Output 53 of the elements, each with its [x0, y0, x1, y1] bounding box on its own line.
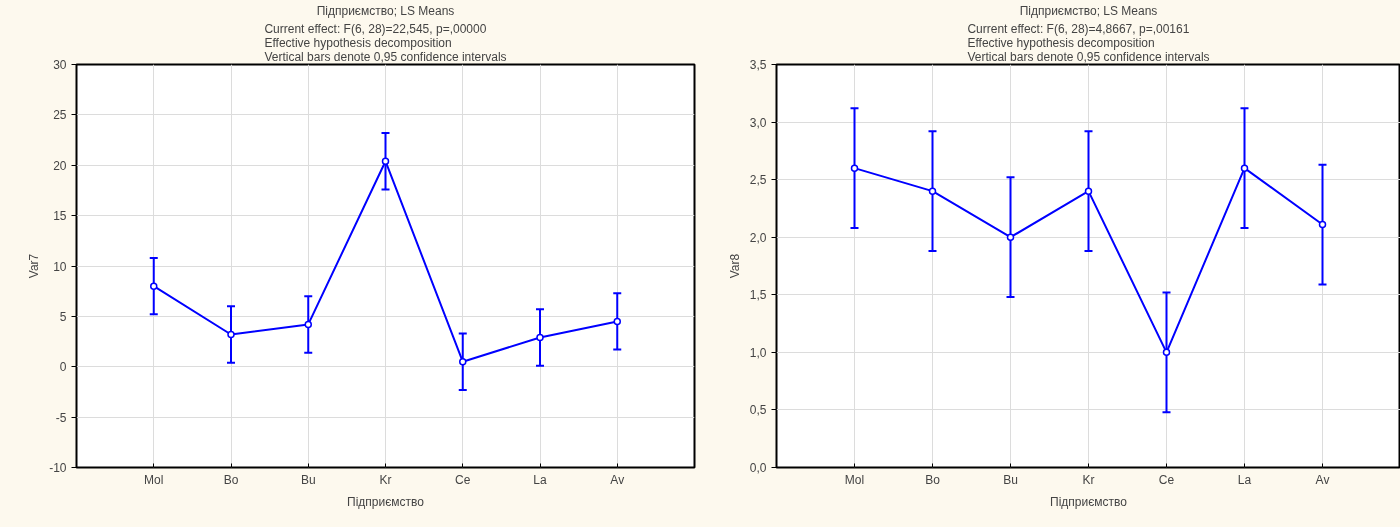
y-tick-label: 20 [53, 158, 67, 173]
x-tick-label: Kr [1082, 472, 1095, 487]
point [1318, 220, 1327, 229]
x-tick-label: Ce [455, 472, 471, 487]
chart-subtitle: Current effect: F(6, 28)=4,8667, p=,00161 Effective hypothesis decomposition Vertical bars denote 0,95 confidence intervals [967, 21, 1210, 64]
point [381, 157, 390, 165]
point [1162, 348, 1171, 357]
y-tick-label: 15 [53, 209, 67, 224]
x-tick-label: Bo [925, 472, 941, 487]
x-axis-title: Підприємство [347, 494, 425, 509]
y-tick-label: 1,5 [749, 288, 767, 303]
point [1006, 233, 1015, 241]
x-tick-label: Bu [1003, 472, 1018, 487]
y-tick-label: 2,0 [749, 230, 767, 245]
x-tick-label: Kr [379, 472, 392, 487]
point [150, 282, 158, 290]
x-tick-label: Bu [300, 472, 316, 487]
x-tick-label: Mol [844, 472, 865, 487]
x-tick-label: Mol [144, 472, 164, 487]
y-tick-label: -10 [49, 461, 67, 475]
y-tick-label: 3,0 [749, 115, 767, 130]
y-tick-label: 1,0 [749, 345, 767, 360]
y-tick-label: 0,5 [749, 403, 767, 418]
y-tick-label: 2,5 [749, 173, 767, 188]
x-tick-label: Av [610, 472, 625, 487]
y-tick-label: 5 [59, 309, 67, 324]
chart-subtitle: Current effect: F(6, 28)=22,545, p=,00000 Effective hypothesis decomposition Vertical bars denote 0,95 confidence intervals [264, 21, 507, 64]
x-axis-title: Підприємство [1050, 494, 1128, 509]
y-tick-label: 0,0 [749, 461, 767, 475]
chart-title: Підприємство; LS Means [316, 3, 455, 18]
y-tick-label: 10 [53, 259, 67, 274]
y-tick-label: 0 [59, 360, 67, 375]
point [928, 187, 937, 195]
chart-title: Підприємство; LS Means [1019, 3, 1158, 18]
point [1240, 164, 1249, 172]
x-tick-label: Av [1315, 472, 1330, 487]
x-tick-label: La [533, 472, 547, 487]
x-tick-label: Ce [1158, 472, 1175, 487]
y-tick-label: 3,5 [749, 58, 767, 72]
y-axis-title: Var7 [27, 253, 42, 279]
y-axis-title: Var8 [727, 253, 742, 279]
point [850, 164, 859, 172]
point [613, 317, 621, 326]
point [304, 320, 312, 329]
point [459, 357, 467, 366]
point [227, 330, 235, 339]
x-tick-label: La [1237, 472, 1252, 487]
point [536, 333, 544, 342]
x-tick-label: Bo [223, 472, 239, 487]
y-tick-label: -5 [55, 410, 67, 425]
y-tick-label: 25 [53, 108, 67, 123]
y-tick-label: 30 [53, 58, 67, 72]
point [1084, 187, 1093, 195]
